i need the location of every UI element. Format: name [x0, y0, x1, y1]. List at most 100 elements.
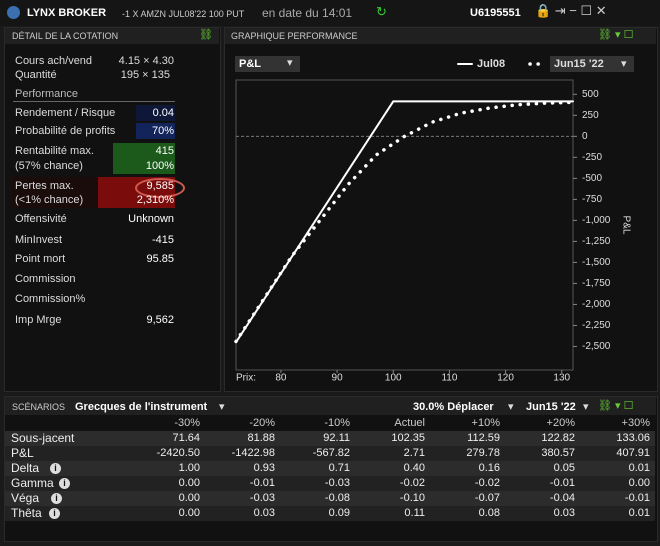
- link-icon[interactable]: ⛓: [199, 29, 213, 41]
- cell: 0.16: [478, 462, 500, 474]
- details-panel: [4, 27, 221, 392]
- cell: 2.71: [403, 447, 425, 459]
- x-tick-label: 80: [275, 373, 287, 384]
- value: 100%: [145, 160, 174, 172]
- cell: -0.03: [324, 477, 350, 489]
- dropdown-arrow[interactable]: ▾: [287, 57, 293, 69]
- label: Commission: [15, 273, 76, 285]
- column-header: Actuel: [394, 417, 425, 429]
- row-bg: [5, 491, 655, 506]
- y-tick-label: -1,000: [582, 215, 611, 226]
- row-bg: [5, 431, 655, 446]
- cell: 81.88: [247, 432, 275, 444]
- value-bg: [136, 105, 175, 121]
- y-tick-label: -1,500: [582, 257, 611, 268]
- highlight-circle: [135, 178, 185, 198]
- panel-title: GRAPHIQUE PERFORMANCE: [231, 31, 358, 41]
- cell: 102.35: [391, 432, 425, 444]
- value: 415: [155, 145, 174, 157]
- y-tick-label: -500: [582, 173, 602, 184]
- y-tick-label: 250: [582, 110, 599, 121]
- column-header: +10%: [471, 417, 500, 429]
- cell: 0.00: [178, 507, 200, 519]
- column-header: -30%: [174, 417, 200, 429]
- chart-panel: [224, 27, 658, 392]
- column-header: -20%: [249, 417, 275, 429]
- y-tick-label: -2,250: [582, 320, 611, 331]
- label: Cours ach/vend: [15, 55, 93, 67]
- row-label: Thêta: [11, 506, 42, 520]
- row-bg: [5, 506, 655, 521]
- metric: P&L: [239, 58, 261, 70]
- label: Imp Mrge: [15, 314, 62, 326]
- window-icons[interactable]: 🔒 ⇥ − ☐ ✕: [535, 3, 607, 18]
- cell: -567.82: [312, 447, 350, 459]
- dropdown-arrow[interactable]: ▾: [219, 401, 225, 413]
- refresh-icon[interactable]: ↻: [376, 4, 387, 19]
- move-dropdown[interactable]: 30.0% Déplacer: [413, 401, 494, 413]
- cell: 133.06: [616, 432, 650, 444]
- dropdown-arrow[interactable]: ▾: [583, 401, 589, 413]
- value: 195 × 135: [120, 69, 170, 81]
- value: 4.15 × 4.30: [118, 55, 174, 67]
- greeks-dropdown[interactable]: Grecques de l'instrument: [75, 401, 208, 413]
- link-icon[interactable]: ⛓ ▾ ☐: [598, 29, 634, 41]
- row-label: Gamma: [11, 476, 54, 490]
- value-bg: [136, 123, 175, 139]
- link-icon[interactable]: ⛓ ▾ ☐: [598, 400, 634, 412]
- cell: 0.05: [553, 462, 575, 474]
- dropdown-arrow[interactable]: ▾: [508, 401, 514, 413]
- cell: 0.08: [478, 507, 500, 519]
- cell: -0.01: [549, 477, 575, 489]
- cell: 380.57: [541, 447, 575, 459]
- cell: 0.00: [178, 477, 200, 489]
- label: MinInvest: [15, 234, 63, 246]
- label: Offensivité: [15, 213, 67, 225]
- cell: -0.03: [249, 492, 275, 504]
- x-tick-label: 100: [385, 373, 402, 384]
- label: Rendement / Risque: [15, 107, 116, 119]
- info-icon[interactable]: i: [51, 493, 62, 504]
- divider: [13, 101, 175, 102]
- instrument: -1 X AMZN JUL08'22 100 PUT: [122, 9, 245, 19]
- cell: 92.11: [323, 432, 350, 444]
- row-label: Sous-jacent: [11, 431, 75, 445]
- cell: 0.01: [628, 507, 650, 519]
- cell: 0.00: [178, 492, 200, 504]
- y-tick-label: -750: [582, 194, 602, 205]
- x-tick-label: 120: [497, 373, 514, 384]
- column-header: +30%: [621, 417, 650, 429]
- cell: 1.00: [178, 462, 200, 474]
- cell: 122.82: [541, 432, 575, 444]
- x-tick-label: 90: [332, 373, 344, 384]
- row-bg: [5, 461, 655, 476]
- cell: -0.08: [324, 492, 350, 504]
- value: 9,585: [146, 180, 174, 192]
- info-icon[interactable]: i: [59, 478, 70, 489]
- cell: 71.64: [172, 432, 200, 444]
- panel-title: SCÉNARIOS: [12, 402, 66, 412]
- cell: -0.01: [249, 477, 275, 489]
- cell: 0.93: [253, 462, 275, 474]
- panel-title: DÉTAIL DE LA COTATION: [12, 31, 119, 41]
- date-dropdown[interactable]: Jun15 '22: [526, 401, 576, 413]
- value: Unknown: [128, 213, 174, 225]
- cell: 0.01: [628, 462, 650, 474]
- cell: 0.71: [328, 462, 350, 474]
- info-icon[interactable]: i: [49, 508, 60, 519]
- label: (57% chance): [15, 160, 83, 172]
- label: Commission%: [15, 293, 86, 305]
- label: Quantité: [15, 69, 57, 81]
- label: (<1% chance): [15, 194, 84, 206]
- legend-box: [550, 56, 634, 72]
- legend-label: Jun15 '22: [554, 58, 604, 70]
- x-axis-label: Prix:: [236, 373, 256, 384]
- row-bg: [5, 476, 655, 491]
- y-tick-label: -1,750: [582, 278, 611, 289]
- metric-dropdown[interactable]: [235, 56, 300, 72]
- info-icon[interactable]: i: [50, 463, 61, 474]
- cell: -0.04: [549, 492, 575, 504]
- row-label: P&L: [11, 446, 34, 460]
